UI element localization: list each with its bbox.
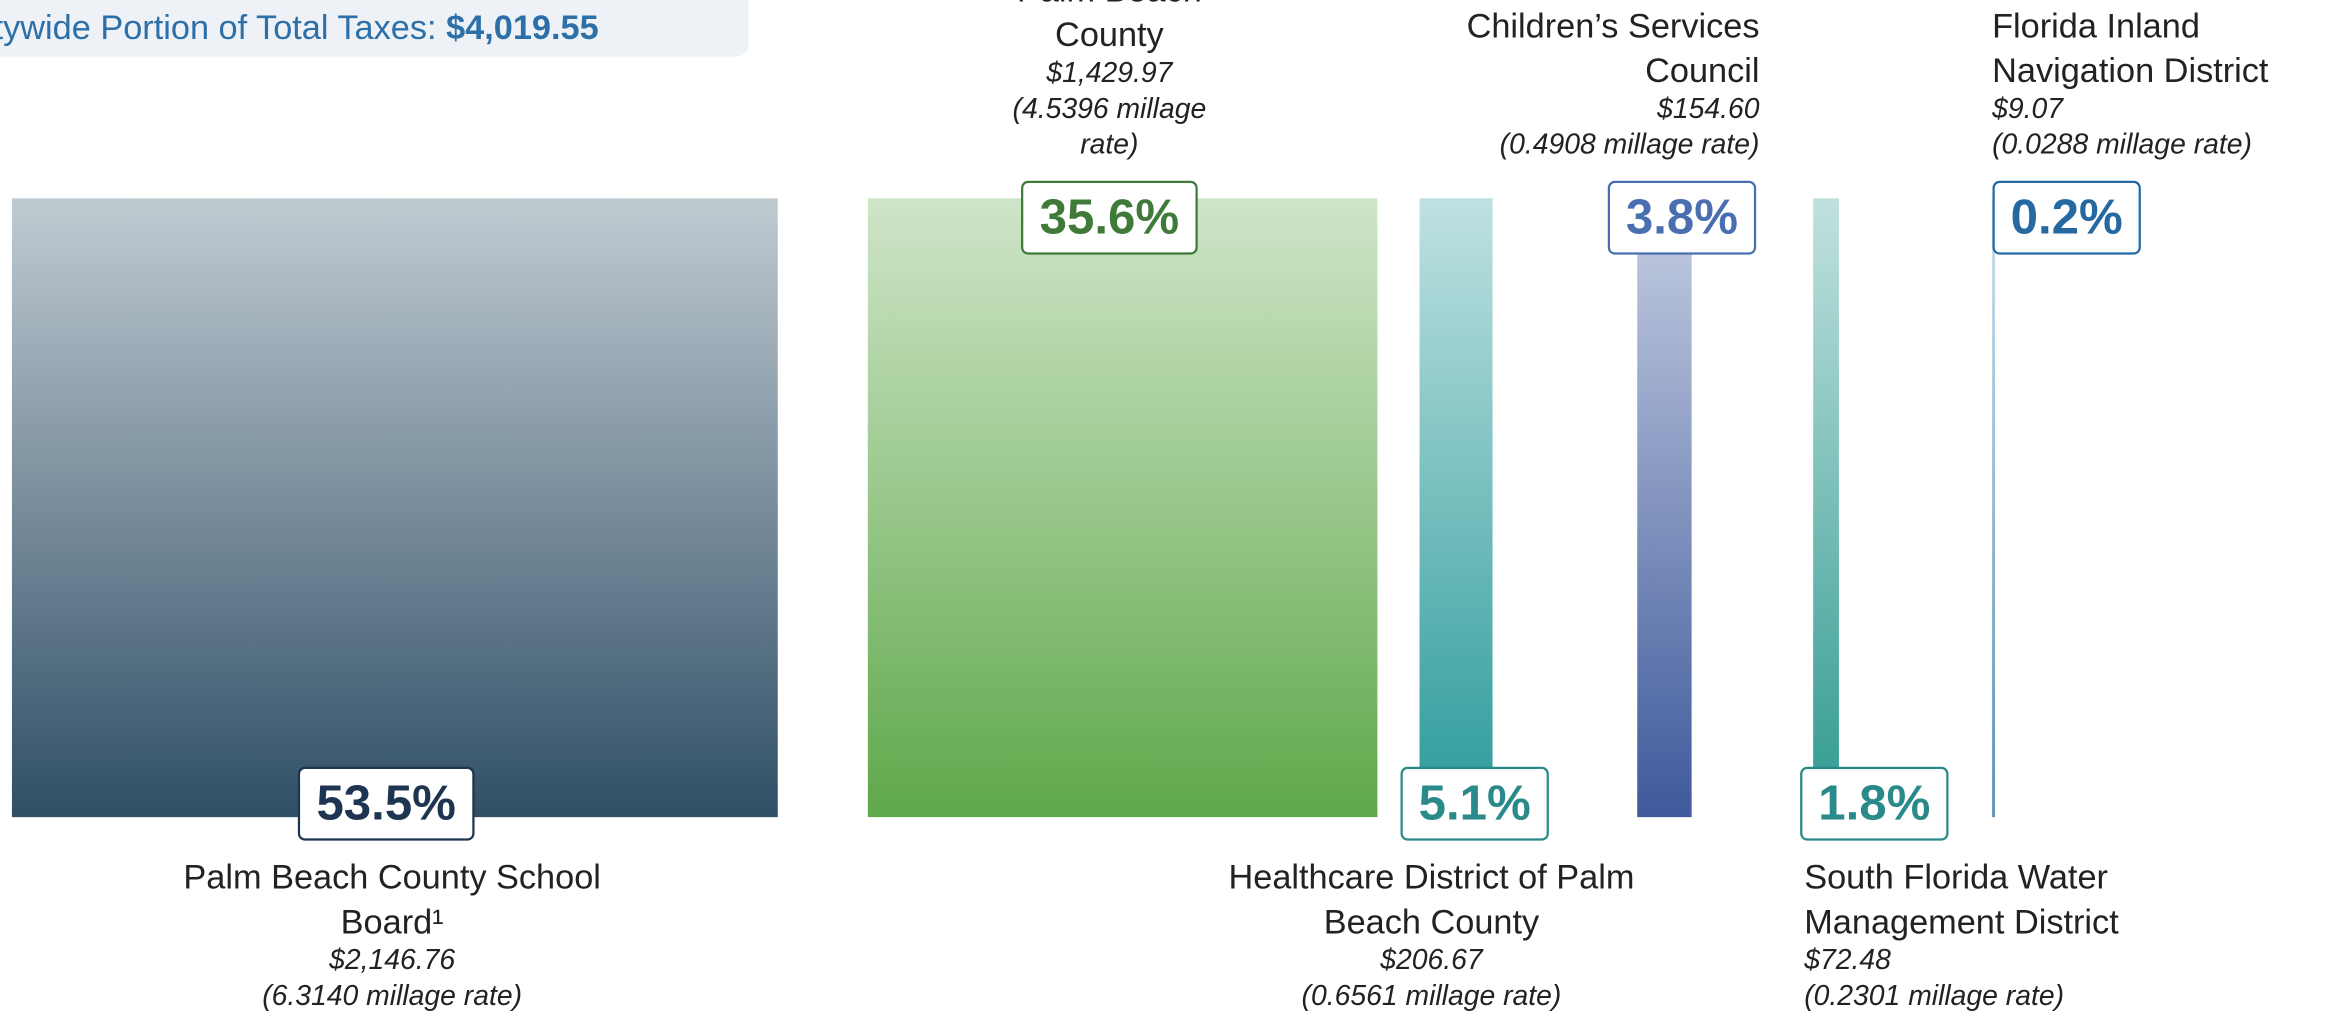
value-label-box (1607, 180, 1757, 255)
category-name: Children’s Services Council (1466, 5, 1760, 90)
amount: $2,146.76 (329, 945, 456, 977)
category-label: Children’s Services Council $154.60 (0.490… (1417, 3, 1760, 164)
slice (1419, 198, 1493, 818)
category-label: South Florida Water Management District $… (1804, 854, 2236, 1015)
total: $4,019.55 (446, 7, 599, 47)
category-name: Florida Inland Navigation District (1992, 5, 2269, 90)
value-label: 1.8% (1818, 776, 1930, 831)
header: Citywide Portion of Total Taxes: $4,019.… (0, 0, 749, 57)
category-name: Palm Beach County School Board¹ (183, 857, 601, 941)
value-label: 53.5% (316, 776, 455, 831)
millage: (0.6561 millage rate) (1301, 981, 1562, 1013)
value-label-box (1021, 180, 1198, 255)
slice (11, 198, 778, 818)
value-label-box (1800, 766, 1949, 841)
value-label-box (297, 766, 475, 841)
millage: (0.4908 millage rate) (1499, 129, 1760, 162)
value-label: 5.1% (1419, 776, 1531, 831)
category-name: South Florida Water Management District (1804, 857, 2119, 941)
millage: (0.0288 millage rate) (1992, 129, 2252, 162)
title: Citywide Portion of Total Taxes: (0, 7, 437, 47)
category-label: Healthcare District of Palm Beach County… (1208, 854, 1655, 1015)
category-name: Healthcare District of Palm Beach County (1228, 857, 1635, 941)
millage: (6.3140 millage rate) (262, 981, 523, 1013)
amount: $154.60 (1657, 93, 1760, 126)
slice (1813, 198, 1839, 818)
category-label: Palm Beach County $1,429.97(4.5396 millag… (983, 0, 1236, 164)
value-label: 3.8% (1626, 190, 1738, 245)
amount: $206.67 (1380, 945, 1483, 977)
value-label-box (1400, 766, 1549, 841)
slice (1637, 198, 1692, 818)
millage: (0.2301 millage rate) (1804, 981, 2065, 1013)
category-label: Florida Inland Navigation District $9.07(… (1992, 3, 2338, 164)
category-label: Palm Beach County School Board¹ $2,146.76… (183, 854, 601, 1015)
value-label: 0.2% (2011, 190, 2123, 245)
millage: (4.5396 millage rate) (1012, 93, 1207, 162)
value-label: 35.6% (1040, 190, 1179, 245)
category-name: Palm Beach County (1017, 0, 1202, 54)
slice (1992, 198, 1995, 818)
value-label-box (1992, 180, 2141, 255)
amount: $1,429.97 (1046, 58, 1173, 90)
amount: $72.48 (1804, 945, 1891, 977)
amount: $9.07 (1992, 93, 2064, 126)
slice (867, 198, 1378, 818)
